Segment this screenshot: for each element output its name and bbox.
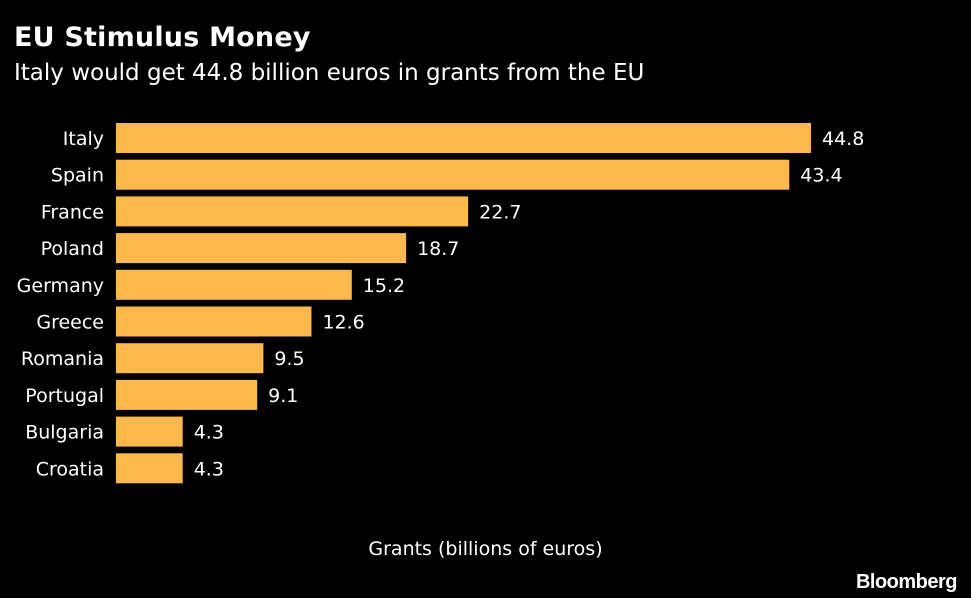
x-axis-label: Grants (billions of euros) <box>368 538 603 560</box>
bar <box>116 453 183 484</box>
bar <box>116 269 352 300</box>
category-label: Romania <box>21 348 104 370</box>
category-label: Croatia <box>36 458 104 480</box>
value-label: 43.4 <box>800 165 842 187</box>
category-label: Bulgaria <box>25 422 104 444</box>
value-label: 4.3 <box>194 458 224 480</box>
bar <box>116 159 790 190</box>
source-logo: Bloomberg <box>855 571 958 593</box>
category-label: Poland <box>41 238 104 260</box>
value-label: 12.6 <box>322 312 364 334</box>
chart-title: EU Stimulus Money <box>14 22 311 53</box>
bar <box>116 343 264 374</box>
value-label: 44.8 <box>822 128 864 150</box>
category-label: Spain <box>51 165 104 187</box>
value-label: 18.7 <box>417 238 459 260</box>
bar <box>116 379 258 410</box>
bar <box>116 416 183 447</box>
category-label: Germany <box>17 275 104 297</box>
category-label: Italy <box>63 128 104 150</box>
value-label: 9.5 <box>274 348 304 370</box>
bar <box>116 123 811 153</box>
category-label: France <box>41 201 104 223</box>
value-label: 4.3 <box>194 422 224 444</box>
category-label: Greece <box>36 312 104 334</box>
bar <box>116 306 312 337</box>
value-label: 22.7 <box>479 201 521 223</box>
bar <box>116 233 407 264</box>
bar <box>116 196 469 227</box>
value-label: 9.1 <box>268 385 298 407</box>
category-label: Portugal <box>25 385 104 407</box>
value-label: 15.2 <box>363 275 405 297</box>
chart-subtitle: Italy would get 44.8 billion euros in gr… <box>14 60 645 86</box>
